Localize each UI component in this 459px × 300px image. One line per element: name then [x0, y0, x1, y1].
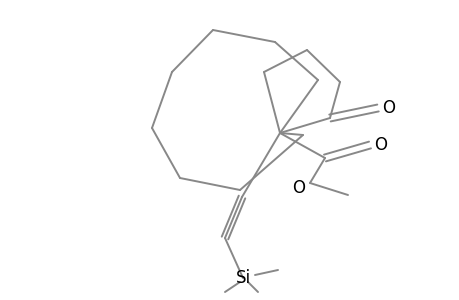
Text: O: O — [381, 99, 394, 117]
Text: O: O — [373, 136, 386, 154]
Text: Si: Si — [235, 269, 250, 287]
Text: O: O — [291, 179, 304, 197]
